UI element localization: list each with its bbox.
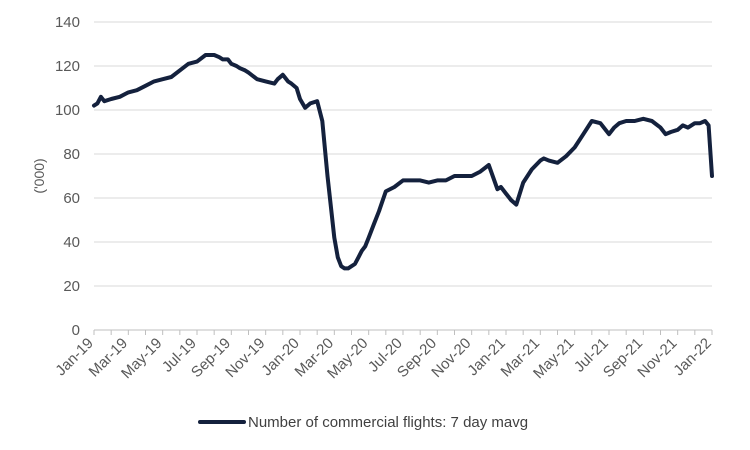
y-tick-label-80: 80 xyxy=(63,146,80,163)
legend: Number of commercial flights: 7 day mavg xyxy=(198,414,528,431)
y-axis-label: ('000) xyxy=(31,158,47,193)
x-tick-label-Jan-22: Jan-22 xyxy=(670,335,714,379)
x-axis: Jan-19Mar-19May-19Jul-19Sep-19Nov-19Jan-… xyxy=(52,329,715,382)
x-tick-label-Nov-19: Nov-19 xyxy=(222,335,268,381)
y-tick-label-40: 40 xyxy=(63,234,80,251)
legend-label: Number of commercial flights: 7 day mavg xyxy=(248,414,528,431)
y-tick-label-0: 0 xyxy=(72,322,80,339)
y-tick-label-120: 120 xyxy=(55,58,80,75)
y-tick-label-60: 60 xyxy=(63,190,80,207)
y-tick-label-140: 140 xyxy=(55,14,80,31)
series-group xyxy=(92,53,714,271)
series-line-0 xyxy=(92,53,714,271)
y-tick-label-20: 20 xyxy=(63,278,80,295)
x-tick-label-Nov-21: Nov-21 xyxy=(634,335,680,381)
x-tick-label-Nov-20: Nov-20 xyxy=(428,335,474,381)
gridlines xyxy=(94,21,712,287)
y-tick-label-100: 100 xyxy=(55,102,80,119)
y-axis-ticks: 0 20 40 60 80 100 120 140 xyxy=(55,14,80,339)
